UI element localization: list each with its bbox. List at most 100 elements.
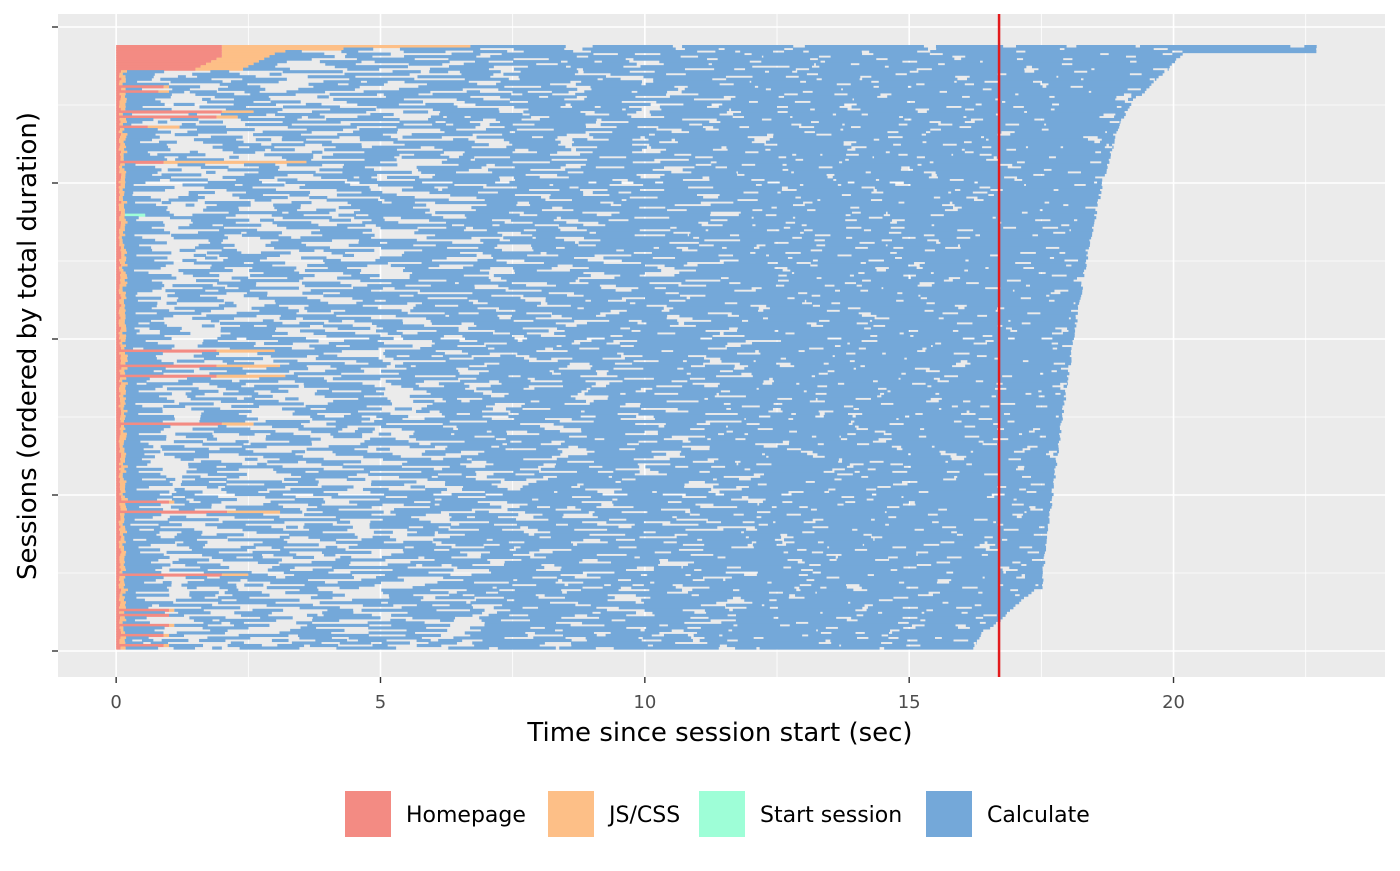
calculate-bar bbox=[911, 85, 1043, 89]
calculate-bar bbox=[716, 477, 739, 481]
calculate-bar bbox=[852, 236, 903, 240]
calculate-bar bbox=[556, 475, 609, 479]
calculate-bar bbox=[457, 565, 545, 570]
calculate-bar bbox=[509, 238, 565, 242]
calculate-bar bbox=[1065, 362, 1072, 366]
jscss-bar bbox=[119, 301, 124, 305]
calculate-bar bbox=[332, 450, 368, 454]
calculate-bar bbox=[564, 246, 654, 250]
legend: Homepage JS/CSS Start session Calculate bbox=[345, 791, 1090, 837]
calculate-bar bbox=[554, 465, 590, 469]
calculate-bar bbox=[704, 480, 806, 484]
calculate-bar bbox=[438, 638, 463, 643]
homepage-bar bbox=[116, 628, 121, 632]
calculate-bar bbox=[746, 606, 770, 610]
calculate-bar bbox=[614, 570, 726, 575]
jscss-bar bbox=[118, 165, 123, 169]
calculate-bar bbox=[402, 135, 442, 139]
calculate-bar bbox=[739, 362, 777, 366]
calculate-bar bbox=[1022, 178, 1103, 182]
calculate-bar bbox=[738, 258, 813, 263]
calculate-bar bbox=[960, 246, 1046, 250]
calculate-bar bbox=[519, 77, 598, 81]
calculate-bar bbox=[920, 643, 975, 648]
calculate-bar bbox=[1054, 95, 1117, 99]
calculate-bar bbox=[922, 412, 962, 416]
calculate-bar bbox=[206, 314, 257, 318]
calculate-bar bbox=[330, 107, 376, 112]
calculate-bar bbox=[932, 593, 1016, 597]
calculate-bar bbox=[1076, 45, 1136, 49]
calculate-bar bbox=[250, 92, 296, 96]
calculate-bar bbox=[987, 190, 1102, 195]
calculate-bar bbox=[676, 540, 752, 544]
calculate-bar bbox=[834, 173, 932, 177]
calculate-bar bbox=[781, 339, 862, 343]
calculate-bar bbox=[534, 553, 597, 557]
homepage-bar bbox=[116, 445, 120, 449]
calculate-bar bbox=[458, 304, 538, 308]
calculate-bar bbox=[175, 432, 213, 436]
calculate-bar bbox=[122, 341, 158, 346]
calculate-bar bbox=[1044, 394, 1064, 398]
calculate-bar bbox=[924, 261, 1016, 265]
calculate-bar bbox=[189, 616, 226, 620]
calculate-bar bbox=[441, 412, 457, 416]
calculate-bar bbox=[981, 102, 1053, 106]
calculate-bar bbox=[502, 492, 603, 497]
calculate-bar bbox=[202, 553, 262, 557]
calculate-bar bbox=[758, 190, 778, 195]
calculate-bar bbox=[481, 618, 501, 622]
homepage-bar bbox=[116, 593, 120, 597]
calculate-bar bbox=[184, 503, 212, 507]
calculate-bar bbox=[382, 457, 432, 461]
calculate-bar bbox=[718, 482, 758, 487]
calculate-bar bbox=[533, 319, 575, 323]
calculate-bar bbox=[594, 110, 637, 114]
calculate-bar bbox=[704, 608, 730, 612]
calculate-bar bbox=[645, 465, 676, 469]
calculate-bar bbox=[917, 480, 1054, 484]
calculate-bar bbox=[485, 495, 573, 499]
homepage-bar bbox=[116, 523, 120, 527]
calculate-bar bbox=[590, 603, 701, 607]
jscss-bar bbox=[121, 251, 128, 255]
calculate-bar bbox=[665, 422, 697, 426]
calculate-bar bbox=[327, 266, 348, 270]
calculate-bar bbox=[488, 369, 550, 373]
calculate-bar bbox=[381, 369, 459, 373]
calculate-bar bbox=[533, 636, 566, 640]
calculate-bar bbox=[971, 606, 1014, 610]
homepage-bar bbox=[116, 231, 120, 235]
calculate-bar bbox=[125, 601, 174, 605]
calculate-bar bbox=[782, 591, 816, 595]
homepage-bar bbox=[116, 87, 122, 91]
calculate-bar bbox=[122, 379, 147, 383]
calculate-bar bbox=[241, 233, 279, 237]
calculate-bar bbox=[202, 442, 244, 446]
jscss-bar bbox=[119, 123, 123, 127]
calculate-bar bbox=[438, 530, 524, 534]
calculate-bar bbox=[802, 558, 830, 562]
calculate-bar bbox=[125, 553, 164, 557]
calculate-bar bbox=[906, 545, 975, 549]
homepage-bar bbox=[116, 299, 120, 303]
calculate-bar bbox=[464, 100, 510, 104]
calculate-bar bbox=[631, 253, 719, 257]
calculate-bar bbox=[429, 67, 489, 71]
calculate-bar bbox=[1141, 72, 1163, 76]
jscss-bar bbox=[119, 472, 123, 476]
calculate-bar bbox=[463, 266, 491, 270]
calculate-bar bbox=[1031, 392, 1056, 396]
calculate-bar bbox=[582, 621, 685, 625]
calculate-bar bbox=[584, 90, 632, 94]
calculate-bar bbox=[934, 445, 1028, 449]
homepage-bar bbox=[116, 399, 120, 403]
calculate-bar bbox=[391, 623, 451, 627]
calculate-bar bbox=[381, 555, 419, 559]
homepage-bar bbox=[116, 460, 121, 464]
calculate-bar bbox=[352, 598, 421, 602]
calculate-bar bbox=[517, 578, 559, 582]
calculate-bar bbox=[246, 291, 268, 295]
calculate-bar bbox=[763, 309, 827, 313]
